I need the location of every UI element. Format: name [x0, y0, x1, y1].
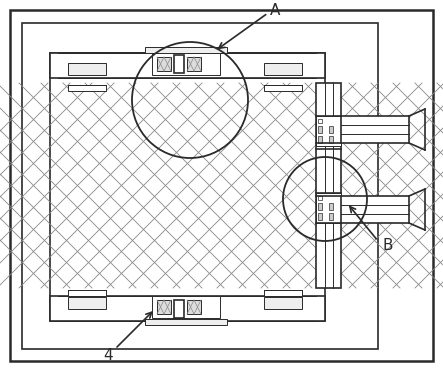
Circle shape	[318, 200, 322, 204]
Bar	[264, 297, 302, 309]
Bar	[187, 57, 201, 71]
Bar	[157, 300, 171, 314]
Circle shape	[318, 214, 322, 218]
Bar	[50, 53, 325, 78]
Bar	[341, 196, 409, 223]
Bar	[68, 290, 106, 296]
Text: A: A	[270, 3, 280, 17]
Bar	[174, 55, 184, 73]
Bar	[152, 53, 220, 75]
Bar	[68, 85, 106, 91]
Bar	[329, 136, 333, 143]
Bar	[264, 63, 302, 75]
Bar	[68, 63, 106, 75]
Bar	[316, 83, 341, 288]
Bar	[318, 136, 322, 143]
Bar	[68, 297, 106, 309]
Circle shape	[318, 137, 322, 141]
Bar	[152, 296, 220, 318]
Bar	[174, 300, 184, 318]
Text: B: B	[383, 239, 393, 253]
Bar	[329, 213, 333, 220]
Bar	[318, 119, 322, 123]
Bar	[318, 203, 322, 210]
Bar	[157, 57, 171, 71]
Bar	[58, 83, 316, 288]
Bar	[187, 300, 201, 314]
Bar	[264, 85, 302, 91]
Bar	[341, 116, 409, 143]
Bar	[22, 23, 378, 349]
Text: 4: 4	[103, 348, 113, 362]
Bar	[187, 300, 201, 314]
Bar	[264, 290, 302, 296]
Bar	[157, 300, 171, 314]
Bar	[318, 213, 322, 220]
Circle shape	[318, 123, 322, 127]
Bar	[329, 203, 333, 210]
Bar	[318, 126, 322, 133]
Bar	[157, 57, 171, 71]
Bar	[50, 296, 325, 321]
Circle shape	[175, 305, 183, 313]
Bar	[318, 196, 322, 200]
Bar	[145, 47, 227, 53]
Bar	[187, 57, 201, 71]
Circle shape	[175, 60, 183, 68]
Bar	[316, 116, 341, 146]
Bar	[316, 193, 341, 223]
Bar	[145, 319, 227, 325]
Bar	[50, 53, 325, 321]
Bar	[329, 126, 333, 133]
